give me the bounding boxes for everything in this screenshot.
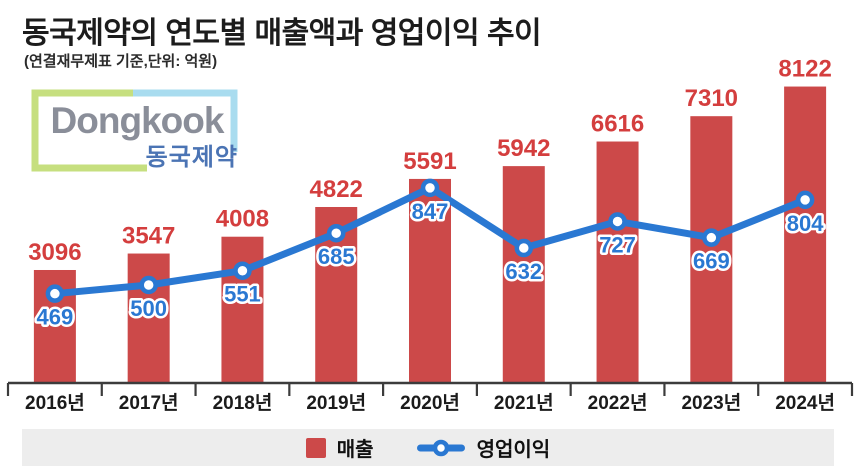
revenue-bar xyxy=(596,141,639,383)
x-axis-label: 2018년 xyxy=(213,392,273,414)
profit-value-label: 669 xyxy=(693,249,730,274)
profit-marker xyxy=(420,178,440,198)
profit-marker xyxy=(326,223,346,243)
profit-value-label: 804 xyxy=(787,211,824,236)
revenue-value-label: 5591 xyxy=(403,148,456,175)
revenue-value-label: 4008 xyxy=(216,206,269,233)
profit-marker xyxy=(45,284,65,303)
revenue-value-label: 5942 xyxy=(497,135,550,162)
profit-marker xyxy=(795,190,815,210)
revenue-value-label: 4822 xyxy=(310,176,363,203)
profit-value-label: 727 xyxy=(599,232,636,257)
profit-legend-label: 영업이익 xyxy=(476,439,551,461)
revenue-bar xyxy=(409,178,451,383)
revenue-bar xyxy=(784,86,827,383)
profit-value-label: 469 xyxy=(37,305,74,330)
legend: 매출 영업이익 xyxy=(22,429,834,466)
revenue-legend-label: 매출 xyxy=(336,439,374,461)
revenue-value-label: 8122 xyxy=(778,56,831,83)
revenue-swatch xyxy=(305,437,326,458)
profit-value-label: 685 xyxy=(318,244,355,269)
x-axis-label: 2023년 xyxy=(681,392,741,414)
x-axis-label: 2019년 xyxy=(306,392,366,414)
logo-frame-green xyxy=(31,89,147,172)
dongkook-logo: Dongkook 동국제약 xyxy=(30,88,240,174)
revenue-bar xyxy=(221,236,264,383)
revenue-bar xyxy=(127,253,170,383)
logo-frame-blue xyxy=(133,89,238,152)
revenue-value-label: 6616 xyxy=(591,111,644,138)
profit-value-label: 551 xyxy=(224,282,261,307)
page-title: 동국제약의 연도별 매출액과 영업이익 추이 xyxy=(22,17,542,50)
logo-frame-icon xyxy=(31,89,238,172)
x-axis-label: 2024년 xyxy=(775,392,835,414)
x-axis-label: 2022년 xyxy=(588,392,648,414)
x-axis-label: 2016년 xyxy=(25,392,85,414)
page-subtitle: (연결재무제표 기준,단위: 억원) xyxy=(24,53,218,70)
logo-wordmark: Dongkook xyxy=(50,100,225,141)
profit-marker xyxy=(702,228,721,247)
profit-legend-marker-icon xyxy=(416,439,465,456)
revenue-value-label: 3096 xyxy=(28,239,81,266)
revenue-value-label: 7310 xyxy=(685,85,738,112)
profit-marker xyxy=(139,275,158,295)
revenue-bar xyxy=(502,166,545,383)
profit-value-label: 847 xyxy=(412,199,449,224)
x-axis-label: 2020년 xyxy=(400,392,460,414)
profit-legend-dot xyxy=(432,439,449,456)
chart: 3096 3547 4008 4822 5591 5942 6616 7310 8122 2016… xyxy=(6,56,854,414)
profit-marker xyxy=(608,212,627,231)
x-axis-label: 2021년 xyxy=(494,392,554,414)
profit-marker xyxy=(514,238,534,258)
revenue-bar xyxy=(690,116,733,383)
revenue-value-label: 3547 xyxy=(122,223,175,250)
profit-marker xyxy=(233,261,252,280)
profit-value-label: 500 xyxy=(130,296,167,321)
revenue-legend-swatch-icon xyxy=(305,437,326,458)
logo-korean-name: 동국제약 xyxy=(145,144,238,171)
profit-value-label: 632 xyxy=(505,259,542,284)
x-axis-label: 2017년 xyxy=(119,392,179,414)
